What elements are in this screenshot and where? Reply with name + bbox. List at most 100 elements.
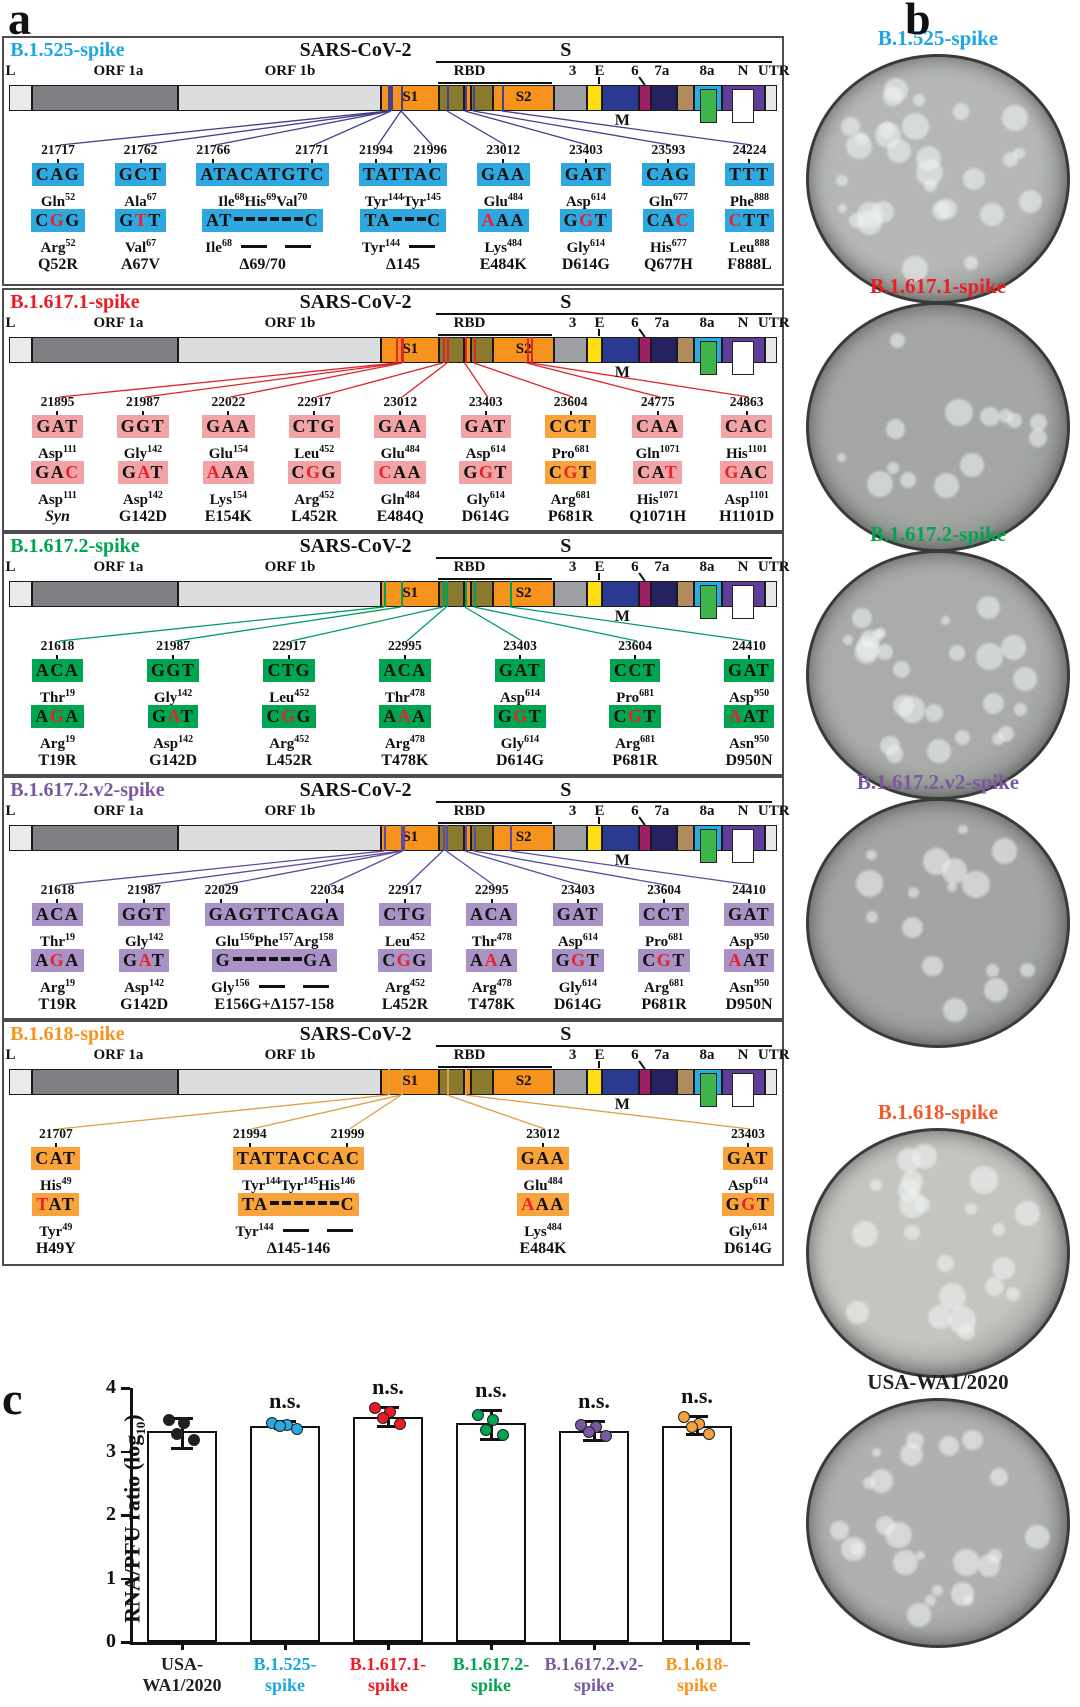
- amino-acid-mutant: Asn950: [729, 734, 770, 752]
- position-number: 23012: [383, 394, 418, 409]
- position-number: 21618: [40, 882, 75, 897]
- position-tick: [139, 159, 142, 164]
- plaque-spot: [984, 978, 1009, 1003]
- codon-reference: GAA: [516, 1147, 570, 1170]
- position-label: 23403: [469, 394, 503, 416]
- position-number: 21762: [123, 142, 158, 157]
- position-number: 21987: [127, 882, 162, 897]
- amino-acid-mutant: Arg452: [269, 734, 310, 752]
- position-tick: [518, 655, 521, 660]
- rbd-extent-line: [438, 1066, 552, 1068]
- codon-mutant: GGT: [721, 1193, 775, 1216]
- position-number: 22029: [204, 882, 239, 897]
- plaque-spot: [867, 470, 893, 497]
- s-gene-extent-line: [435, 313, 772, 315]
- codon-reference: CAG: [642, 163, 695, 186]
- genome-segment-orf6: [638, 337, 652, 363]
- plaque-cell-B.1.618-spike: B.1.618-spike: [798, 1100, 1078, 1378]
- leader-line: [401, 362, 448, 398]
- gene-label-8a: 8a: [699, 803, 715, 819]
- codon-reference: GGT: [146, 659, 200, 682]
- genome-segment-orf7b: [677, 85, 695, 111]
- m-gene-label: M: [614, 364, 630, 381]
- y-tick-label: 4: [106, 1376, 116, 1398]
- position-number: 24775: [640, 394, 675, 409]
- rbd-extent-line: [438, 334, 552, 336]
- gene-label-E: E: [594, 63, 605, 79]
- plaque-spot: [948, 1305, 977, 1334]
- orf8-green-box: [700, 829, 718, 863]
- sars-cov-2-label: SARS-CoV-2: [299, 39, 412, 61]
- amino-acid-reference: Asp614: [727, 1176, 768, 1194]
- gene-label-L: L: [5, 63, 16, 79]
- orf8-green-box: [700, 341, 718, 375]
- s-gene-extent-line: [435, 557, 772, 559]
- amino-acid-reference: Pro681: [645, 932, 684, 950]
- position-row: 21717: [31, 142, 85, 164]
- amino-acid-reference: Asp950: [729, 932, 770, 950]
- mutation-tick-23403: [464, 581, 467, 607]
- codon-reference: GAGTTCAGA: [204, 903, 345, 926]
- amino-acid-mutant: Arg681: [615, 734, 656, 752]
- codon-mutant: GGT: [559, 209, 613, 232]
- ns-significance-label: n.s.: [681, 1382, 713, 1408]
- codon-reference: ACA: [379, 659, 431, 682]
- gene-label-3: 3: [568, 803, 577, 819]
- plaque-spot: [879, 735, 900, 756]
- plaque-spot: [942, 997, 968, 1023]
- mutation-name-label: Q677H: [643, 256, 693, 273]
- codon-mutant: GTT: [115, 209, 166, 232]
- error-bar-cap-bottom: [480, 1437, 502, 1441]
- gene-label-L: L: [5, 559, 16, 575]
- position-row: 24863: [719, 394, 774, 416]
- deletion-dash: [282, 217, 292, 221]
- mutation-tick-22917: [442, 337, 445, 363]
- n-white-box: [731, 341, 755, 375]
- genome-segment-orf1b: [177, 1069, 382, 1095]
- m-gene-label: M: [614, 1096, 630, 1113]
- x-category-label: B.1.617.1- spike: [349, 1654, 427, 1695]
- amino-acid-mutant: Tyr144: [236, 1217, 362, 1240]
- mutation-name-label: E156G+Δ157-158: [214, 996, 335, 1013]
- genome-segment-orf3: [554, 581, 587, 607]
- genome-segment-orf7a: [651, 85, 678, 111]
- position-number: 23403: [503, 638, 537, 653]
- data-point: [703, 1427, 715, 1440]
- m-gene-label: M: [614, 112, 630, 129]
- genome-gene-labels: L ORF 1a ORF 1b 3 E 6 7a 8a N UTR RBD: [4, 315, 790, 338]
- mutation-entry-Q52R: 21717 CAG Gln52 CGG Arg52 Q52R: [31, 142, 85, 275]
- position-tick: [313, 411, 316, 416]
- deletion-dash: [232, 957, 242, 961]
- plaque-spot: [925, 703, 944, 722]
- mutation-tick-21895: [396, 337, 399, 363]
- codon-mutant: GAC: [720, 461, 773, 484]
- plaque-spot: [998, 726, 1015, 743]
- amino-acid-mutant: Arg681: [550, 490, 591, 508]
- plaque-spot: [946, 881, 957, 892]
- variant-header: B.1.525-spike SARS-CoV-2 S: [4, 39, 782, 63]
- leader-line: [349, 1094, 402, 1130]
- variant-box-B.1.617.2.v2-spike: B.1.617.2.v2-spike SARS-CoV-2 S L ORF 1a ORF …: [2, 776, 790, 1020]
- error-bar-cap-top: [583, 1419, 605, 1423]
- position-row: 21987: [118, 882, 171, 904]
- rbd-label: RBD: [453, 63, 486, 79]
- amino-acid-mutant: His1071: [636, 490, 679, 508]
- codon-reference: ATACATGTC: [196, 163, 329, 186]
- plaque-spot: [962, 870, 991, 899]
- mutation-table: 21895 GAT Asp111 GAC Asp111 Syn 21987 GGT Gly142…: [31, 394, 774, 527]
- amino-acid-reference: Leu452: [269, 688, 310, 706]
- codon-reference: ACA: [31, 659, 84, 682]
- gene-label-L: L: [5, 803, 16, 819]
- mutation-name-label: P681R: [547, 508, 594, 525]
- position-tick: [346, 1143, 349, 1148]
- codon-reference: GAT: [723, 903, 775, 926]
- position-tick: [54, 1143, 57, 1148]
- genome-segment-orf6: [638, 581, 652, 607]
- amino-acid-reference: His1101: [726, 444, 768, 462]
- position-tick: [748, 159, 751, 164]
- data-point: [472, 1408, 484, 1421]
- gene-label-L: L: [5, 1047, 16, 1063]
- e-gene-tick: [598, 817, 600, 824]
- s-gene-extent-line: [435, 801, 772, 803]
- segment-label-S2: S2: [515, 1073, 532, 1089]
